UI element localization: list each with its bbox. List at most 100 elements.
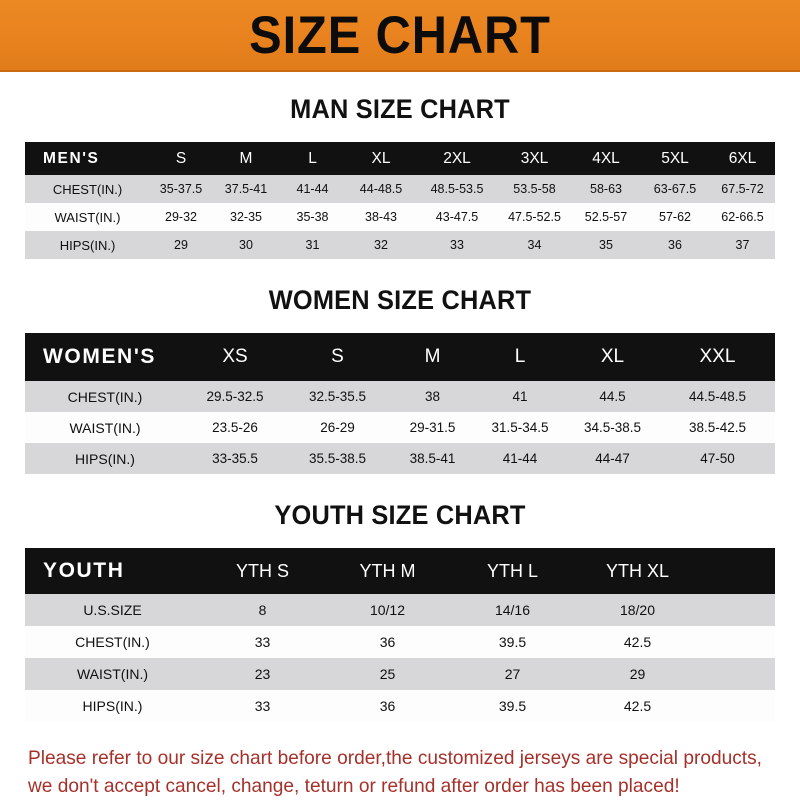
men-size-chart-block: MEN'S S M L XL 2XL 3XL 4XL 5XL 6XL CHEST(IN.) 35-37… bbox=[25, 142, 775, 259]
women-cell-0-3: 41 bbox=[512, 389, 528, 404]
men-cell-0-4: 48.5-53.5 bbox=[430, 182, 484, 196]
youth-cell-pad bbox=[700, 626, 775, 658]
men-cell-1-3: 38-43 bbox=[365, 210, 397, 224]
men-cell-1-0: 29-32 bbox=[165, 210, 197, 224]
men-row-label-1: WAIST(IN.) bbox=[54, 209, 121, 225]
youth-cell-pad bbox=[700, 690, 775, 722]
men-cell-1-7: 57-62 bbox=[659, 210, 691, 224]
men-row-label-0: CHEST(IN.) bbox=[52, 181, 123, 197]
men-cell-1-8: 62-66.5 bbox=[721, 210, 764, 224]
women-cell-2-2: 38.5-41 bbox=[409, 451, 456, 466]
youth-cell-3-3: 42.5 bbox=[623, 698, 652, 714]
youth-cell-1-1: 36 bbox=[379, 634, 396, 650]
men-cell-2-1: 30 bbox=[239, 238, 253, 252]
table-row: HIPS(IN.) 33-35.5 35.5-38.5 38.5-41 41-44 44-… bbox=[25, 443, 775, 474]
men-cell-1-4: 43-47.5 bbox=[435, 210, 479, 224]
youth-size-chart-block: YOUTH YTH S YTH M YTH L YTH XL U.S.SIZE 8 10/12… bbox=[25, 548, 775, 722]
youth-header-row: YOUTH YTH S YTH M YTH L YTH XL bbox=[25, 548, 775, 594]
women-cell-1-0: 23.5-26 bbox=[212, 420, 258, 435]
men-cell-0-5: 53.5-58 bbox=[513, 182, 556, 196]
youth-column-header-pad bbox=[700, 548, 775, 594]
women-cell-2-4: 44-47 bbox=[595, 451, 630, 466]
men-cell-1-1: 32-35 bbox=[230, 210, 262, 224]
men-cell-2-2: 31 bbox=[305, 238, 320, 252]
women-size-table: WOMEN'S XS S M L XL XXL CHEST(IN.) 29.5-32.5 32.5… bbox=[25, 333, 775, 474]
youth-corner-label: YOUTH bbox=[43, 559, 125, 582]
youth-cell-0-1: 10/12 bbox=[369, 602, 406, 618]
women-column-header-2: M bbox=[424, 346, 441, 367]
men-cell-0-0: 35-37.5 bbox=[159, 182, 203, 196]
men-cell-2-8: 37 bbox=[735, 238, 750, 252]
women-column-header-0: XS bbox=[222, 346, 248, 367]
youth-cell-1-2: 39.5 bbox=[498, 634, 527, 650]
youth-cell-pad bbox=[700, 594, 775, 626]
youth-cell-1-3: 42.5 bbox=[623, 634, 652, 650]
youth-cell-2-1: 25 bbox=[379, 666, 396, 682]
women-corner-label: WOMEN'S bbox=[43, 345, 157, 368]
youth-row-label-0: U.S.SIZE bbox=[83, 602, 142, 618]
youth-section-title: YOUTH SIZE CHART bbox=[274, 500, 526, 530]
women-row-label-1: WAIST(IN.) bbox=[69, 419, 141, 436]
women-cell-2-1: 35.5-38.5 bbox=[308, 451, 367, 466]
women-size-chart-block: WOMEN'S XS S M L XL XXL CHEST(IN.) 29.5-32.5 32.5… bbox=[25, 333, 775, 474]
youth-column-header-2: YTH L bbox=[486, 560, 538, 581]
men-cell-2-5: 34 bbox=[527, 238, 542, 252]
women-column-header-1: S bbox=[331, 346, 344, 367]
men-cell-1-5: 47.5-52.5 bbox=[508, 210, 561, 224]
men-cell-0-3: 44-48.5 bbox=[359, 182, 403, 196]
women-table-body: WOMEN'S XS S M L XL XXL CHEST(IN.) 29.5-32.5 32.5… bbox=[25, 333, 775, 474]
men-cell-1-2: 35-38 bbox=[296, 210, 329, 224]
men-cell-2-6: 35 bbox=[599, 238, 613, 252]
men-column-header-7: 5XL bbox=[661, 149, 689, 167]
youth-cell-2-2: 27 bbox=[504, 666, 521, 682]
men-cell-0-7: 63-67.5 bbox=[653, 182, 697, 196]
disclaimer-line-2: we don't accept cancel, change, teturn o… bbox=[28, 775, 680, 797]
men-column-header-4: 2XL bbox=[443, 149, 471, 167]
men-column-header-5: 3XL bbox=[520, 149, 549, 167]
men-column-header-0: S bbox=[175, 149, 187, 167]
youth-row-label-2: WAIST(IN.) bbox=[76, 666, 149, 682]
men-row-label-2: HIPS(IN.) bbox=[59, 237, 116, 253]
disclaimer-note: Please refer to our size chart before or… bbox=[20, 744, 780, 800]
table-row: U.S.SIZE 8 10/12 14/16 18/20 bbox=[25, 594, 775, 626]
youth-cell-3-2: 39.5 bbox=[498, 698, 527, 714]
page-title: SIZE CHART bbox=[249, 5, 551, 65]
youth-cell-3-0: 33 bbox=[254, 698, 271, 714]
women-column-header-3: L bbox=[514, 346, 526, 367]
youth-cell-0-0: 8 bbox=[258, 602, 267, 618]
youth-cell-3-1: 36 bbox=[379, 698, 396, 714]
men-cell-1-6: 52.5-57 bbox=[584, 210, 628, 224]
page-banner: SIZE CHART bbox=[0, 0, 800, 72]
women-cell-1-1: 26-29 bbox=[320, 420, 355, 435]
women-cell-0-4: 44.5 bbox=[599, 389, 626, 404]
youth-cell-1-0: 33 bbox=[254, 634, 271, 650]
women-cell-1-3: 31.5-34.5 bbox=[491, 420, 549, 435]
youth-table-body: YOUTH YTH S YTH M YTH L YTH XL U.S.SIZE 8 10/12… bbox=[25, 548, 775, 722]
women-row-label-0: CHEST(IN.) bbox=[67, 388, 143, 405]
men-cell-0-6: 58-63 bbox=[590, 182, 622, 196]
youth-size-table: YOUTH YTH S YTH M YTH L YTH XL U.S.SIZE 8 10/12… bbox=[25, 548, 775, 722]
women-cell-0-5: 44.5-48.5 bbox=[688, 389, 747, 404]
men-size-table: MEN'S S M L XL 2XL 3XL 4XL 5XL 6XL CHEST(IN.) 35-37… bbox=[25, 142, 775, 259]
table-row: WAIST(IN.) 23.5-26 26-29 29-31.5 31.5-34.5 34… bbox=[25, 412, 775, 443]
table-row: HIPS(IN.) 29 30 31 32 33 34 35 36 37 bbox=[25, 231, 775, 259]
women-cell-1-4: 34.5-38.5 bbox=[583, 420, 642, 435]
youth-row-label-1: CHEST(IN.) bbox=[75, 634, 150, 650]
men-cell-2-4: 33 bbox=[450, 238, 464, 252]
youth-column-header-0: YTH S bbox=[235, 560, 289, 581]
women-column-header-5: XXL bbox=[699, 346, 736, 367]
men-column-header-3: XL bbox=[371, 149, 391, 167]
youth-column-header-1: YTH M bbox=[359, 560, 416, 581]
table-row: CHEST(IN.) 33 36 39.5 42.5 bbox=[25, 626, 775, 658]
women-cell-0-0: 29.5-32.5 bbox=[206, 389, 264, 404]
women-column-header-4: XL bbox=[600, 346, 625, 367]
men-section-title: MAN SIZE CHART bbox=[290, 94, 510, 124]
men-table-body: MEN'S S M L XL 2XL 3XL 4XL 5XL 6XL CHEST(IN.) 35-37… bbox=[25, 142, 775, 259]
men-column-header-1: M bbox=[239, 149, 253, 167]
women-header-row: WOMEN'S XS S M L XL XXL bbox=[25, 333, 775, 381]
youth-cell-2-3: 29 bbox=[629, 666, 646, 682]
table-row: HIPS(IN.) 33 36 39.5 42.5 bbox=[25, 690, 775, 722]
men-column-header-8: 6XL bbox=[728, 149, 757, 167]
women-cell-2-0: 33-35.5 bbox=[212, 451, 258, 466]
youth-cell-0-2: 14/16 bbox=[494, 602, 531, 618]
